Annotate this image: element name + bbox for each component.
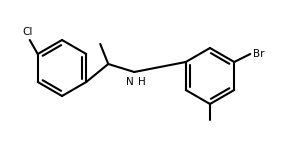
Text: Br: Br: [253, 49, 265, 59]
Text: H: H: [138, 77, 146, 87]
Text: Cl: Cl: [22, 27, 33, 37]
Text: N: N: [126, 77, 134, 87]
